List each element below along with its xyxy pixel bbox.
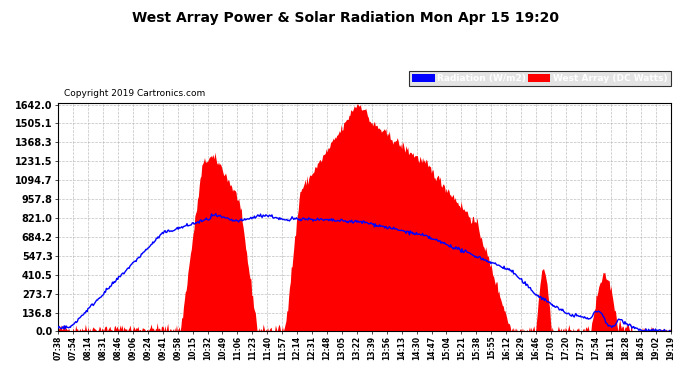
Text: Copyright 2019 Cartronics.com: Copyright 2019 Cartronics.com: [64, 90, 206, 99]
Legend: Radiation (W/m2), West Array (DC Watts): Radiation (W/m2), West Array (DC Watts): [409, 71, 671, 86]
Text: West Array Power & Solar Radiation Mon Apr 15 19:20: West Array Power & Solar Radiation Mon A…: [132, 11, 558, 25]
